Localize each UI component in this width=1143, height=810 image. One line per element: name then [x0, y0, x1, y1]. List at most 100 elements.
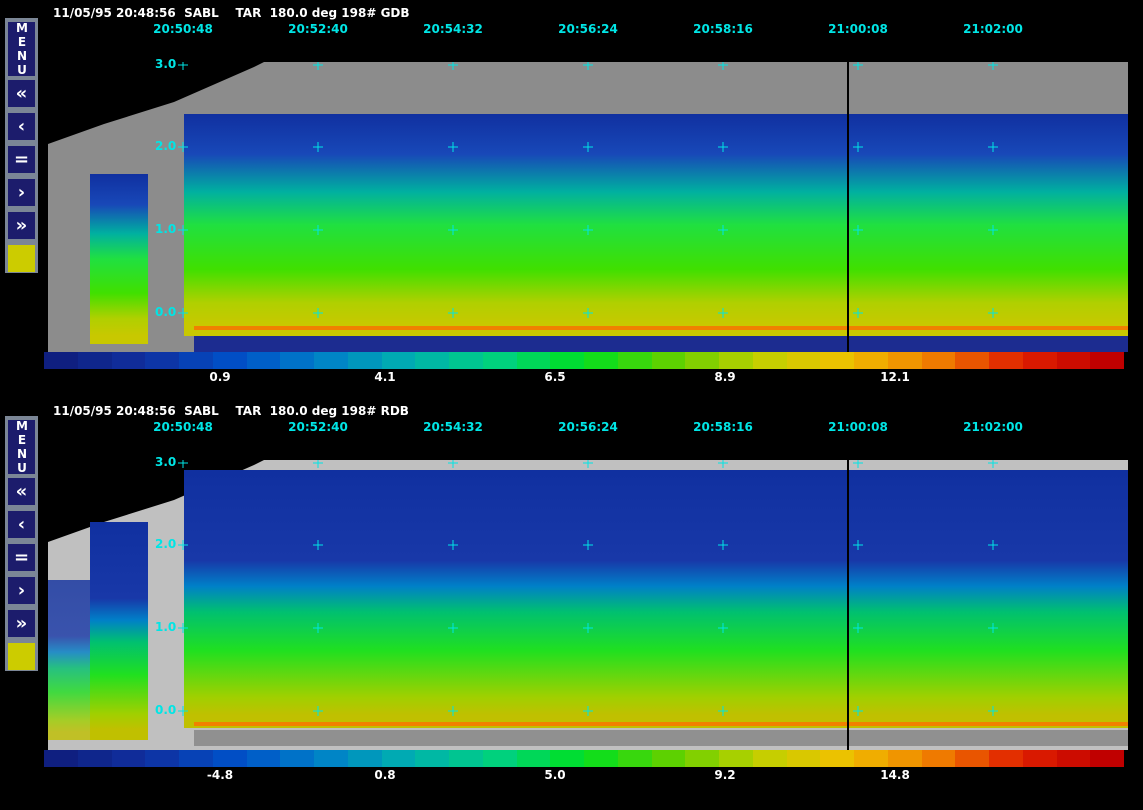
grid-cross: [448, 706, 458, 716]
time-label: 20:52:40: [288, 420, 348, 434]
colorbar-segment: [955, 352, 989, 369]
pause-icon: =: [13, 547, 30, 568]
grid-cross: [178, 142, 188, 152]
lidar-plot[interactable]: [44, 62, 1128, 352]
grid-cross: [583, 308, 593, 318]
colorbar-segment: [212, 352, 247, 369]
grid-cross: [313, 308, 323, 318]
y-tick-label: 2.0: [155, 537, 177, 551]
menu-panel: MENU « ‹ = › »: [5, 416, 38, 671]
grid-cross: [583, 62, 593, 70]
grid-cross: [718, 225, 728, 235]
colorbar-label: 9.2: [714, 768, 736, 782]
grid-cross: [448, 540, 458, 550]
colorbar-segment: [280, 352, 314, 369]
pause-button[interactable]: =: [8, 544, 35, 571]
grid-cross: [583, 460, 593, 468]
colorbar-segment: [989, 352, 1023, 369]
y-tick-label: 0.0: [155, 305, 177, 319]
grid-cross: [853, 142, 863, 152]
colorbar-segment: [415, 352, 449, 369]
grid-cross: [988, 623, 998, 633]
colorbar-segment: [314, 750, 348, 767]
step-forward-button[interactable]: ›: [8, 179, 35, 206]
grid-cross: [313, 623, 323, 633]
step-forward-icon: ›: [17, 580, 26, 601]
colorbar-segment: [179, 750, 213, 767]
grid-cross: [448, 142, 458, 152]
colorbar-segment: [719, 750, 753, 767]
menu-button[interactable]: MENU: [8, 419, 35, 475]
time-label: 20:54:32: [423, 420, 483, 434]
grid-cross: [313, 62, 323, 70]
grid-cross: [853, 308, 863, 318]
colorbar-segment: [381, 352, 416, 369]
grid-cross: [853, 62, 863, 70]
colorbar-segment: [550, 750, 584, 767]
menu-button[interactable]: MENU: [8, 21, 35, 77]
time-label: 21:00:08: [828, 22, 888, 36]
lidar-plot[interactable]: [44, 460, 1128, 750]
colorbar: [44, 352, 1124, 369]
fast-rewind-icon: «: [15, 83, 28, 104]
colorbar-segment: [111, 352, 146, 369]
y-tick-label: 1.0: [155, 620, 177, 634]
grid-cross: [988, 540, 998, 550]
ground-line: [194, 722, 1128, 726]
fast-forward-button[interactable]: »: [8, 212, 35, 239]
grid-cross: [313, 706, 323, 716]
grid-cross: [583, 540, 593, 550]
colorbar-segment: [145, 352, 179, 369]
grid-cross: [718, 62, 728, 70]
time-label: 21:02:00: [963, 420, 1023, 434]
grid-cross: [718, 623, 728, 633]
colorbar-segment: [1022, 750, 1057, 767]
grid-cross: [988, 225, 998, 235]
colorbar-segment: [77, 352, 112, 369]
grid-cross: [178, 623, 188, 633]
grid-cross: [178, 706, 188, 716]
grid-cross: [313, 225, 323, 235]
grid-cross: [988, 460, 998, 468]
colorbar-segment: [584, 750, 618, 767]
data-region: [48, 580, 90, 740]
colorbar: [44, 750, 1124, 767]
time-label: 20:56:24: [558, 420, 618, 434]
colorbar-segment: [685, 750, 719, 767]
colorbar-segment: [44, 352, 78, 369]
colorbar-segment: [617, 750, 652, 767]
grid-cross: [853, 540, 863, 550]
fast-rewind-button[interactable]: «: [8, 80, 35, 107]
colorbar-segment: [1056, 750, 1091, 767]
pause-button[interactable]: =: [8, 146, 35, 173]
fast-forward-icon: »: [15, 613, 28, 634]
step-forward-icon: ›: [17, 182, 26, 203]
colorbar-segment: [651, 750, 686, 767]
colorbar-segment: [246, 352, 281, 369]
colorbar-segment: [887, 352, 922, 369]
colorbar-segment: [415, 750, 449, 767]
y-tick-label: 3.0: [155, 57, 177, 71]
step-back-button[interactable]: ‹: [8, 511, 35, 538]
step-back-button[interactable]: ‹: [8, 113, 35, 140]
pause-icon: =: [13, 149, 30, 170]
fast-forward-button[interactable]: »: [8, 610, 35, 637]
grid-cross: [448, 460, 458, 468]
color-swatch-button[interactable]: [8, 643, 35, 670]
grid-cross: [988, 308, 998, 318]
grid-cross: [718, 308, 728, 318]
colorbar-segment: [921, 352, 956, 369]
grid-cross: [313, 540, 323, 550]
grid-cross: [853, 706, 863, 716]
colorbar-segment: [752, 352, 787, 369]
grid-cross: [718, 460, 728, 468]
fast-rewind-button[interactable]: «: [8, 478, 35, 505]
colorbar-segment: [854, 750, 888, 767]
colorbar-segment: [482, 750, 517, 767]
grid-cross: [178, 62, 188, 70]
step-forward-button[interactable]: ›: [8, 577, 35, 604]
color-swatch-button[interactable]: [8, 245, 35, 272]
colorbar-label: 12.1: [880, 370, 910, 384]
colorbar-label: 14.8: [880, 768, 910, 782]
colorbar-segment: [347, 352, 382, 369]
